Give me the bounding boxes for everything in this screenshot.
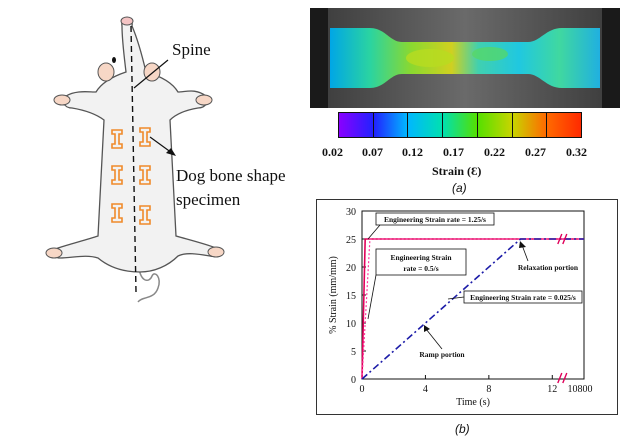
- y-tick-label: 15: [346, 291, 356, 302]
- y-tick-label: 0: [351, 375, 356, 386]
- dogbone-specimen: [139, 205, 151, 225]
- rat-paw-front-left: [53, 94, 71, 106]
- x-tick-label: 0: [360, 384, 365, 395]
- grip-right: [602, 8, 620, 108]
- annotation-rate-1: Engineering Strain rate = 1.25/s: [384, 215, 486, 224]
- dogbone-specimen: [111, 129, 123, 149]
- caption-a: (a): [452, 181, 467, 195]
- rat-ear-left: [97, 62, 115, 82]
- spine-label: Spine: [172, 40, 211, 59]
- rat-diagram: [45, 16, 225, 303]
- caption-b: (b): [455, 422, 470, 436]
- y-tick-label: 20: [346, 263, 356, 274]
- annotation-rate-3: Engineering Strain rate = 0.025/s: [470, 293, 576, 302]
- strain-time-chart: 0 5 10 15 20 25 30 0 4 8 12 10800 Time (s) % Strain (…: [328, 207, 593, 408]
- annotation-box: [375, 212, 495, 226]
- colorbar-tick: 0.12: [402, 145, 423, 159]
- colorbar-segment: [477, 113, 513, 137]
- y-tick-label: 25: [346, 235, 356, 246]
- annotation-leader: [425, 328, 443, 350]
- colorbar-segment: [443, 113, 478, 137]
- annotation-leader: [367, 224, 381, 240]
- chart-frame: [316, 199, 618, 415]
- rat-eye: [112, 57, 116, 63]
- x-tick-label: 4: [423, 384, 428, 395]
- x-tick-label-last: 10800: [568, 384, 593, 395]
- curve-break: [557, 233, 568, 245]
- x-axis-label: Time (s): [456, 397, 490, 408]
- colorbar: [338, 112, 582, 138]
- annotation-rate-2b: rate = 0.5/s: [403, 264, 438, 273]
- colorbar-segment: [373, 113, 409, 137]
- dogbone-specimen: [139, 127, 151, 147]
- rat-tail: [137, 261, 160, 303]
- series-line: [361, 238, 584, 380]
- colorbar-segment: [512, 113, 548, 137]
- colorbar-tick: 0.32: [566, 145, 587, 159]
- colorbar-segment: [547, 113, 582, 137]
- dogbone-strain-field: [330, 28, 600, 88]
- annotation-rate-2a: Engineering Strain: [390, 253, 452, 262]
- strain-hotspot: [472, 47, 508, 61]
- annotation-ramp: Ramp portion: [419, 350, 465, 359]
- colorbar-segment: [408, 113, 444, 137]
- colorbar-tick: 0.17: [443, 145, 464, 159]
- specimen-leader: [149, 136, 173, 154]
- y-tick-label: 10: [346, 319, 356, 330]
- colorbar-tick: 0.07: [362, 145, 383, 159]
- y-axis-label: % Strain (mm/mm): [328, 256, 339, 334]
- annotation-box: [375, 248, 467, 276]
- rat-paw-hind-left: [45, 247, 63, 259]
- dogbone-specimen: [111, 203, 123, 223]
- colorbar-tick: 0.22: [484, 145, 505, 159]
- annotation-leader: [521, 244, 529, 262]
- y-tick-label: 30: [346, 207, 356, 218]
- annotation-arrowhead: [519, 241, 526, 248]
- colorbar-tick: 0.02: [322, 145, 343, 159]
- rat-paw-hind-right: [207, 246, 225, 258]
- rat-body: [53, 17, 220, 273]
- colorbar-segment: [339, 113, 374, 137]
- strain-map-photo: [310, 8, 620, 108]
- spine-leader: [133, 59, 169, 89]
- x-tick-label: 8: [486, 384, 491, 395]
- annotation-leader: [447, 296, 465, 300]
- annotation-relaxation: Relaxation portion: [518, 263, 579, 272]
- rat-nose: [120, 16, 134, 26]
- specimen-label-line2: specimen: [176, 190, 241, 209]
- specimen-label: Dog bone shape specimen: [176, 164, 286, 212]
- x-tick-label: 12: [547, 384, 557, 395]
- y-tick-label: 5: [351, 347, 356, 358]
- colorbar-tick: 0.27: [525, 145, 546, 159]
- dogbone-specimen: [139, 165, 151, 185]
- rat-paw-front-right: [195, 94, 213, 106]
- dogbone-specimen: [111, 165, 123, 185]
- strain-hotspot: [406, 49, 454, 67]
- colorbar-title: Strain (Ɛ): [432, 164, 482, 178]
- spine-line: [130, 25, 137, 293]
- x-axis-break: [557, 372, 568, 384]
- specimen-label-line1: Dog bone shape: [176, 166, 286, 185]
- series-line: [361, 238, 584, 380]
- annotation-leader: [367, 274, 377, 320]
- dogbone-specimens: [111, 127, 151, 225]
- grip-left: [310, 8, 328, 108]
- specimen-arrowhead: [166, 148, 176, 156]
- annotation-arrowhead: [424, 325, 430, 332]
